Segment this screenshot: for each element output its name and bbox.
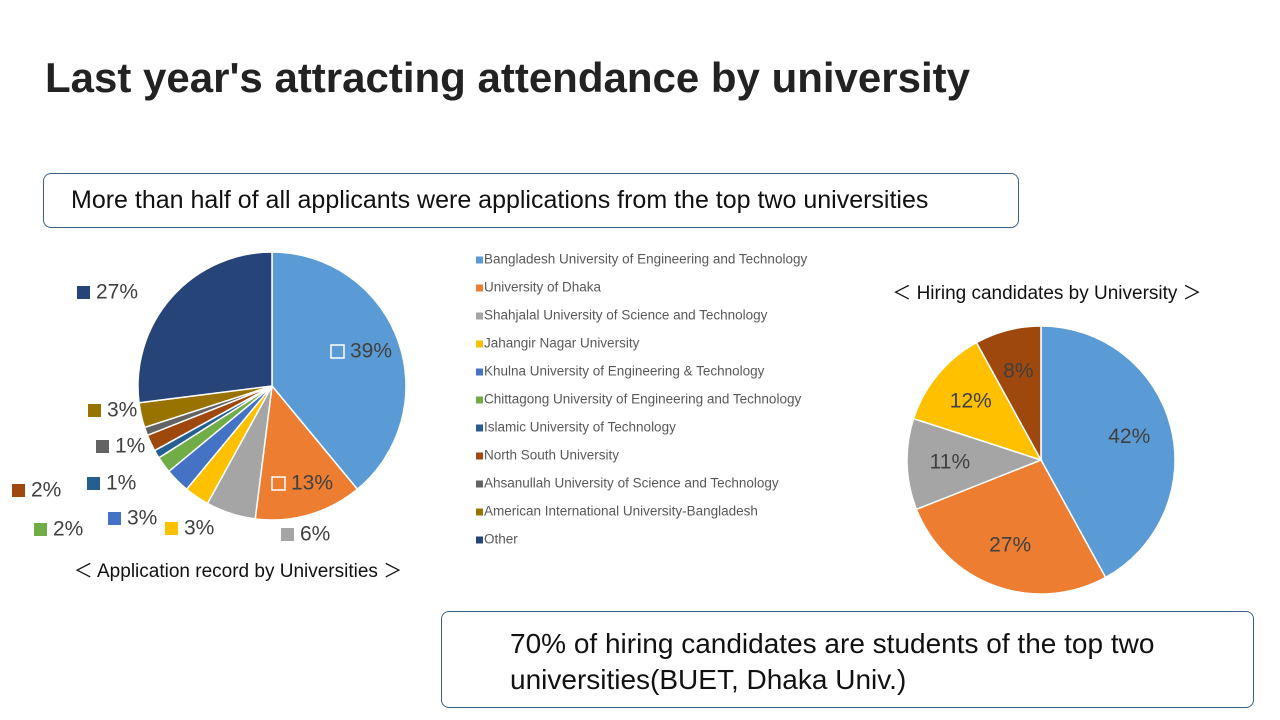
pie-slice — [254, 384, 359, 521]
data-label: 2% — [31, 479, 61, 502]
legend-label: Chittagong University of Engineering and… — [484, 392, 801, 407]
legend-key — [476, 480, 483, 488]
legend-label: Other — [484, 532, 518, 547]
legend-label: Ahsanullah University of Science and Tec… — [484, 476, 779, 491]
pie-slice — [137, 251, 273, 404]
legend-key — [476, 312, 483, 320]
pie-slice — [271, 251, 407, 491]
data-label: 2% — [53, 518, 83, 541]
label-key — [165, 522, 178, 535]
label-key — [12, 484, 25, 497]
callout-line: 70% of hiring candidates are students of… — [510, 628, 1155, 659]
legend-key — [476, 368, 483, 376]
pie-slice — [912, 341, 1043, 462]
legend-key — [476, 452, 483, 460]
legend-label: University of Dhaka — [484, 280, 602, 295]
legend-key — [476, 536, 483, 544]
label-key — [108, 512, 121, 525]
data-label: 42% — [1108, 425, 1150, 448]
legend-key — [476, 284, 483, 292]
pie-slice — [975, 325, 1042, 461]
data-label: 6% — [300, 523, 330, 546]
legend-key — [476, 340, 483, 348]
data-label: 3% — [107, 399, 137, 422]
label-key — [330, 344, 345, 359]
data-label: 13% — [291, 472, 333, 495]
data-label: 3% — [127, 507, 157, 530]
callout-line: universities(BUET, Dhaka Univ.) — [510, 664, 907, 695]
label-key — [88, 404, 101, 417]
legend-key — [476, 508, 483, 516]
data-label: 12% — [950, 389, 992, 412]
label-key — [77, 286, 90, 299]
data-label: 27% — [989, 533, 1031, 556]
legend-label: Jahangir Nagar University — [484, 336, 640, 351]
legend-key — [476, 424, 483, 432]
callout: More than half of all applicants were ap… — [43, 173, 1019, 228]
chart-caption: ＜ Hiring candidates by University ＞ — [892, 283, 1201, 304]
legend-key — [476, 396, 483, 404]
pie-slice — [906, 417, 1044, 511]
data-label: 39% — [350, 340, 392, 363]
legend-label: North South University — [484, 448, 619, 463]
label-key — [281, 528, 294, 541]
chart-caption: ＜ Application record by Universities ＞ — [74, 561, 402, 582]
label-key — [87, 477, 100, 490]
label-key — [34, 523, 47, 536]
legend-label: Islamic University of Technology — [484, 420, 676, 435]
data-label: 1% — [106, 472, 136, 495]
legend-label: Khulna University of Engineering & Techn… — [484, 364, 765, 379]
legend-label: Bangladesh University of Engineering and… — [484, 252, 807, 267]
data-label: 8% — [1003, 359, 1033, 382]
data-label: 1% — [115, 435, 145, 458]
data-label: 27% — [96, 281, 138, 304]
data-label: 3% — [184, 517, 214, 540]
legend-key — [476, 256, 483, 264]
label-key — [96, 440, 109, 453]
pie-slice — [1040, 325, 1176, 579]
label-key — [271, 476, 286, 491]
slide-title: Last year's attracting attendance by uni… — [45, 54, 970, 101]
legend-label: American International University-Bangla… — [484, 504, 758, 519]
callout: 70% of hiring candidates are students of… — [441, 611, 1254, 708]
legend-label: Shahjalal University of Science and Tech… — [484, 308, 768, 323]
data-label: 11% — [930, 450, 970, 473]
pie-slice — [915, 459, 1107, 595]
